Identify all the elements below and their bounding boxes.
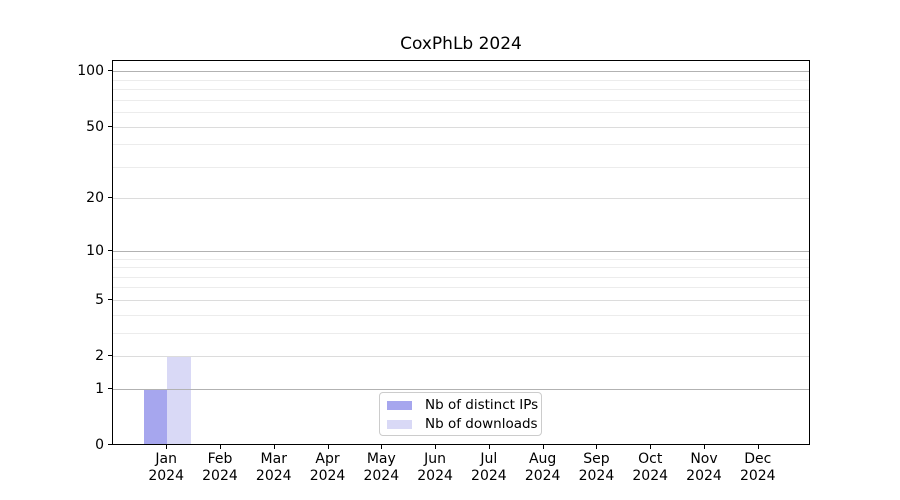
chart-title: CoxPhLb 2024 — [400, 34, 522, 54]
y-tick-mark — [108, 249, 112, 251]
y-tick-label: 10 — [86, 242, 104, 259]
gridline-mid — [113, 198, 809, 200]
gridline-minor — [113, 276, 809, 278]
x-tick-label: Oct 2024 — [632, 451, 669, 484]
y-tick-mark — [108, 444, 112, 445]
x-tick-mark — [219, 445, 221, 449]
gridline-minor — [113, 89, 809, 91]
legend-swatch-distinct-ips — [387, 401, 412, 410]
x-tick-mark — [381, 445, 383, 449]
x-tick-label: Mar 2024 — [255, 451, 292, 484]
y-tick-label: 50 — [86, 118, 104, 135]
legend-label-downloads: Nb of downloads — [425, 416, 538, 432]
gridline-major — [113, 71, 809, 73]
y-tick-label: 2 — [95, 348, 104, 365]
gridline-minor — [113, 314, 809, 316]
plot-area: Nb of distinct IPs Nb of downloads — [112, 60, 810, 445]
x-tick-mark — [704, 445, 705, 449]
y-tick-mark — [108, 387, 112, 389]
legend: Nb of distinct IPs Nb of downloads — [379, 392, 542, 436]
x-tick-mark — [757, 445, 759, 449]
x-tick-label: Sep 2024 — [578, 451, 615, 484]
gridline-major — [113, 250, 809, 252]
gridline-minor — [113, 79, 809, 81]
x-tick-label: Dec 2024 — [739, 451, 776, 484]
gridline-major — [113, 388, 809, 390]
x-tick-mark — [488, 445, 490, 449]
gridline-minor — [113, 287, 809, 289]
x-tick-mark — [273, 445, 275, 449]
x-tick-mark — [166, 445, 168, 449]
legend-item-distinct-ips: Nb of distinct IPs — [380, 396, 541, 415]
gridline-minor — [113, 144, 809, 146]
x-tick-mark — [542, 445, 544, 449]
x-tick-mark — [327, 445, 329, 449]
legend-item-downloads: Nb of downloads — [380, 415, 541, 434]
gridline-minor — [113, 267, 809, 269]
x-tick-label: Jul 2024 — [471, 451, 507, 484]
gridline-mid — [113, 126, 809, 128]
y-tick-mark — [108, 70, 112, 72]
x-tick-label: Jan 2024 — [148, 451, 184, 484]
bar-downloads — [167, 357, 191, 444]
x-tick-label: Feb 2024 — [202, 451, 238, 484]
y-tick-mark — [108, 298, 112, 300]
gridline-minor — [113, 332, 809, 334]
y-tick-mark — [108, 197, 112, 199]
y-tick-label: 20 — [86, 190, 104, 207]
y-tick-mark — [108, 125, 112, 127]
bar-distinct-ips — [143, 389, 168, 444]
y-tick-label: 5 — [95, 291, 104, 308]
gridline-mid — [113, 356, 809, 358]
y-tick-label: 0 — [95, 437, 104, 453]
x-tick-label: Jun 2024 — [417, 451, 453, 484]
gridline-minor — [113, 99, 809, 101]
x-tick-mark — [650, 445, 652, 449]
gridline-minor — [113, 258, 809, 260]
x-tick-label: May 2024 — [363, 451, 400, 484]
legend-swatch-downloads — [387, 420, 412, 429]
y-tick-label: 1 — [95, 380, 104, 397]
x-tick-mark — [435, 445, 437, 449]
x-tick-mark — [596, 445, 598, 449]
y-tick-label: 100 — [77, 63, 104, 80]
gridline-minor — [113, 112, 809, 114]
x-tick-label: Nov 2024 — [686, 451, 722, 484]
legend-label-distinct-ips: Nb of distinct IPs — [425, 397, 539, 413]
gridline-mid — [113, 299, 809, 301]
x-tick-label: Apr 2024 — [309, 451, 346, 484]
y-tick-mark — [108, 355, 112, 357]
gridline-minor — [113, 166, 809, 168]
x-tick-label: Aug 2024 — [524, 451, 561, 484]
